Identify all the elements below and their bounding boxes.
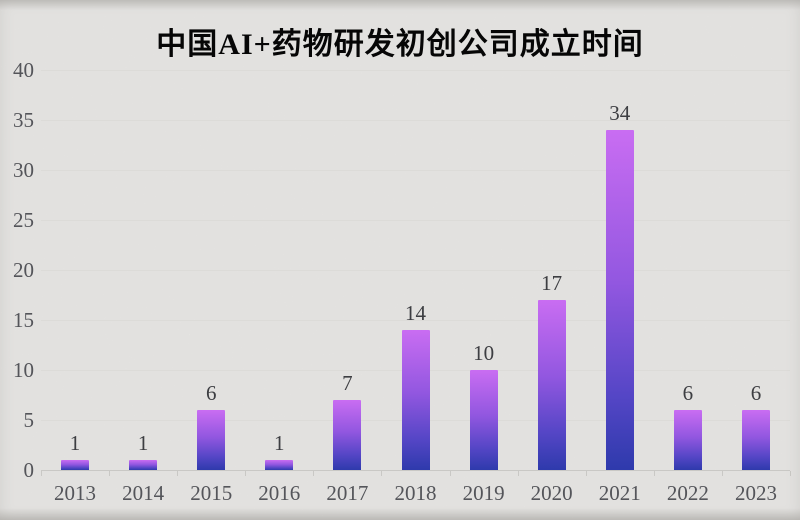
x-axis-label-2023: 2023 (734, 481, 777, 505)
y-axis-label-10: 10 (13, 358, 34, 382)
value-label-2018: 14 (404, 301, 426, 325)
value-label-2019: 10 (473, 341, 495, 365)
x-axis-line (41, 470, 790, 471)
y-axis-label-25: 25 (13, 208, 34, 232)
paper-edge-top-shading (0, 0, 800, 10)
x-axis-label-2019: 2019 (462, 481, 505, 505)
y-axis-label-20: 20 (13, 258, 34, 282)
gridline-25 (41, 220, 790, 221)
x-axis-label-2015: 2015 (190, 481, 233, 505)
bar-2013 (61, 460, 90, 470)
x-axis-label-2016: 2016 (258, 481, 301, 505)
gridline-15 (41, 320, 790, 321)
value-label-2014: 1 (137, 431, 149, 455)
bar-2014 (129, 460, 158, 470)
value-label-2017: 7 (342, 371, 353, 395)
gridline-35 (41, 120, 790, 121)
x-axis-tick (109, 471, 111, 476)
value-label-2016: 1 (274, 431, 285, 455)
value-label-2021: 34 (609, 101, 631, 125)
y-axis-label-40: 40 (13, 58, 34, 82)
value-label-2020: 17 (541, 271, 563, 295)
x-axis-tick (313, 471, 315, 476)
x-axis-tick (245, 471, 247, 476)
x-axis-label-2013: 2013 (54, 481, 97, 505)
x-axis-tick (41, 471, 42, 476)
x-axis-label-2022: 2022 (666, 481, 709, 505)
value-label-2023: 6 (750, 381, 762, 405)
gridline-30 (41, 170, 790, 171)
bar-2021 (605, 130, 634, 470)
value-label-2022: 6 (682, 381, 694, 405)
bar-2016 (265, 460, 294, 470)
chart-title: 中国AI+药物研发初创公司成立时间 (156, 28, 644, 61)
bar-2019 (469, 370, 498, 470)
x-axis-label-2021: 2021 (598, 481, 641, 505)
paper-edge-bottom-shading (0, 508, 800, 520)
bar-2017 (333, 400, 362, 470)
y-axis-label-0: 0 (23, 458, 35, 482)
x-axis-tick (381, 471, 383, 476)
x-axis-tick (517, 471, 519, 476)
y-axis-label-35: 35 (13, 108, 34, 132)
x-axis-label-2018: 2018 (394, 481, 437, 505)
x-axis-tick (790, 471, 791, 476)
x-axis-tick (449, 471, 451, 476)
bar-2022 (673, 410, 702, 470)
bar-2020 (537, 300, 566, 470)
value-label-2013: 1 (69, 431, 81, 455)
x-axis-tick (653, 471, 655, 476)
y-axis-label-30: 30 (13, 158, 34, 182)
bar-2015 (197, 410, 226, 470)
value-label-2015: 6 (205, 381, 217, 405)
x-axis-tick (585, 471, 587, 476)
y-axis-label-15: 15 (13, 308, 34, 332)
x-axis-label-2020: 2020 (530, 481, 573, 505)
y-axis-label-5: 5 (23, 408, 35, 432)
bar-2023 (741, 410, 770, 470)
bar-2018 (401, 330, 430, 470)
x-axis-tick (177, 471, 179, 476)
gridline-40 (41, 70, 790, 71)
x-axis-tick (721, 471, 723, 476)
x-axis-label-2014: 2014 (122, 481, 165, 505)
gridline-20 (41, 270, 790, 271)
x-axis-label-2017: 2017 (326, 481, 369, 505)
